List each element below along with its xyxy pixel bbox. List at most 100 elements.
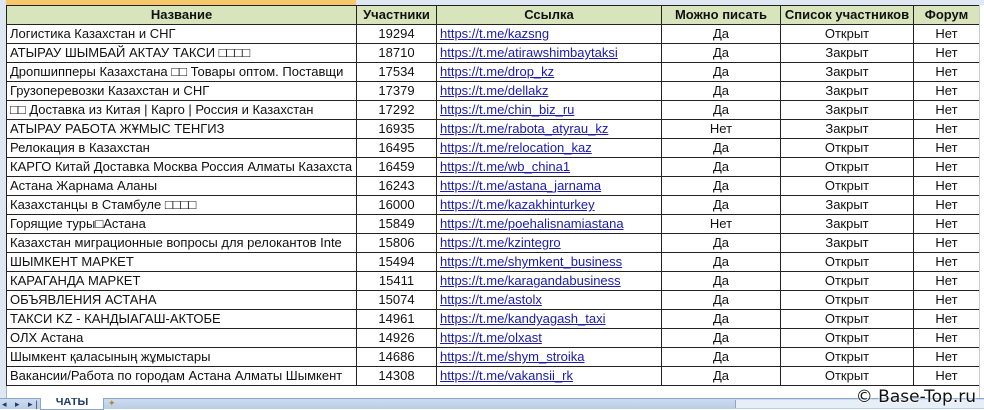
cell-name[interactable]: ШЫМКЕНТ МАРКЕТ [6, 252, 357, 272]
cell-link[interactable]: https://t.me/kazsng [436, 24, 662, 44]
cell-member-list[interactable]: Открыт [780, 271, 914, 291]
link-cell-link[interactable]: https://t.me/shym_stroika [440, 349, 585, 364]
cell-name[interactable]: Шымкент қаласының жұмыстары [6, 347, 357, 367]
cell-can-write[interactable]: Да [661, 157, 781, 177]
link-cell-link[interactable]: https://t.me/kzintegro [440, 235, 561, 250]
cell-can-write[interactable]: Да [661, 100, 781, 120]
cell-member-list[interactable]: Закрыт [780, 119, 914, 139]
cell-can-write[interactable]: Да [661, 81, 781, 101]
cell-name[interactable]: КАРГО Китай Доставка Москва Россия Алмат… [6, 157, 357, 177]
cell-link[interactable]: https://t.me/kzintegro [436, 233, 662, 253]
cell-members[interactable]: 14961 [356, 309, 437, 329]
cell-member-list[interactable]: Закрыт [780, 100, 914, 120]
link-cell-link[interactable]: https://t.me/poehalisnamiastana [440, 216, 624, 231]
cell-can-write[interactable]: Да [661, 252, 781, 272]
link-cell-link[interactable]: https://t.me/chin_biz_ru [440, 102, 575, 117]
cell-can-write[interactable]: Да [661, 176, 781, 196]
cell-member-list[interactable]: Открыт [780, 176, 914, 196]
cell-member-list[interactable]: Открыт [780, 347, 914, 367]
link-cell-link[interactable]: https://t.me/relocation_kaz [440, 140, 592, 155]
cell-link[interactable]: https://t.me/karagandabusiness [436, 271, 662, 291]
cell-name[interactable]: Казахстанцы в Стамбуле □□□□ [6, 195, 357, 215]
cell-member-list[interactable]: Закрыт [780, 195, 914, 215]
cell-can-write[interactable]: Да [661, 62, 781, 82]
link-cell-link[interactable]: https://t.me/drop_kz [440, 64, 555, 79]
link-cell-link[interactable]: https://t.me/shymkent_business [440, 254, 623, 269]
link-cell-link[interactable]: https://t.me/kandyagash_taxi [440, 311, 606, 326]
link-cell-link[interactable]: https://t.me/olxast [440, 330, 542, 345]
horizontal-scrollbar[interactable] [735, 400, 984, 408]
cell-forum[interactable]: Нет [913, 366, 980, 386]
cell-can-write[interactable]: Да [661, 271, 781, 291]
cell-can-write[interactable]: Да [661, 290, 781, 310]
cell-member-list[interactable]: Закрыт [780, 81, 914, 101]
cell-members[interactable]: 14926 [356, 328, 437, 348]
cell-forum[interactable]: Нет [913, 271, 980, 291]
cell-forum[interactable]: Нет [913, 252, 980, 272]
cell-link[interactable]: https://t.me/olxast [436, 328, 662, 348]
cell-members[interactable]: 17534 [356, 62, 437, 82]
cell-forum[interactable]: Нет [913, 214, 980, 234]
cell-member-list[interactable]: Открыт [780, 157, 914, 177]
cell-can-write[interactable]: Да [661, 328, 781, 348]
link-cell-link[interactable]: https://t.me/kazsng [440, 26, 550, 41]
cell-members[interactable]: 18710 [356, 43, 437, 63]
cell-members[interactable]: 15411 [356, 271, 437, 291]
cell-can-write[interactable]: Да [661, 347, 781, 367]
cell-members[interactable]: 16243 [356, 176, 437, 196]
link-cell-link[interactable]: https://t.me/rabota_atyrau_kz [440, 121, 609, 136]
cell-can-write[interactable]: Да [661, 43, 781, 63]
cell-link[interactable]: https://t.me/poehalisnamiastana [436, 214, 662, 234]
cell-forum[interactable]: Нет [913, 119, 980, 139]
selected-column-a[interactable] [6, 0, 356, 5]
cell-can-write[interactable]: Да [661, 138, 781, 158]
cell-name[interactable]: ТАКСИ KZ - КАНДЫАГАШ-АКТОБЕ [6, 309, 357, 329]
cell-can-write[interactable]: Нет [661, 214, 781, 234]
cell-link[interactable]: https://t.me/relocation_kaz [436, 138, 662, 158]
link-cell-link[interactable]: https://t.me/atirawshimbaytaksi [440, 45, 618, 60]
link-cell-link[interactable]: https://t.me/wb_china1 [440, 159, 571, 174]
cell-link[interactable]: https://t.me/wb_china1 [436, 157, 662, 177]
cell-member-list[interactable]: Закрыт [780, 43, 914, 63]
cell-members[interactable]: 16000 [356, 195, 437, 215]
cell-members[interactable]: 15849 [356, 214, 437, 234]
cell-can-write[interactable]: Да [661, 309, 781, 329]
cell-link[interactable]: https://t.me/astolx [436, 290, 662, 310]
cell-member-list[interactable]: Открыт [780, 252, 914, 272]
cell-link[interactable]: https://t.me/kazakhinturkey [436, 195, 662, 215]
cell-members[interactable]: 16495 [356, 138, 437, 158]
cell-member-list[interactable]: Закрыт [780, 233, 914, 253]
cell-name[interactable]: КАРАГАНДА МАРКЕТ [6, 271, 357, 291]
cell-link[interactable]: https://t.me/kandyagash_taxi [436, 309, 662, 329]
cell-link[interactable]: https://t.me/dellakz [436, 81, 662, 101]
cell-forum[interactable]: Нет [913, 43, 980, 63]
cell-forum[interactable]: Нет [913, 233, 980, 253]
cell-link[interactable]: https://t.me/vakansii_rk [436, 366, 662, 386]
header-can-write[interactable]: Можно писать [661, 5, 781, 25]
cell-link[interactable]: https://t.me/shymkent_business [436, 252, 662, 272]
cell-link[interactable]: https://t.me/astana_jarnama [436, 176, 662, 196]
cell-members[interactable]: 16459 [356, 157, 437, 177]
cell-members[interactable]: 14686 [356, 347, 437, 367]
cell-forum[interactable]: Нет [913, 138, 980, 158]
header-member-list[interactable]: Список участников [780, 5, 914, 25]
cell-link[interactable]: https://t.me/shym_stroika [436, 347, 662, 367]
cell-forum[interactable]: Нет [913, 328, 980, 348]
header-members[interactable]: Участники [356, 5, 437, 25]
column-g[interactable] [979, 5, 984, 398]
new-sheet-icon[interactable]: ✦ [108, 398, 116, 408]
cell-name[interactable]: Казахстан миграционные вопросы для релок… [6, 233, 357, 253]
cell-name[interactable]: Астана Жарнама Аланы [6, 176, 357, 196]
cell-members[interactable]: 15806 [356, 233, 437, 253]
header-forum[interactable]: Форум [913, 5, 980, 25]
cell-members[interactable]: 16935 [356, 119, 437, 139]
cell-forum[interactable]: Нет [913, 81, 980, 101]
sheet-nav-arrows-icon[interactable]: ◂ ▸ ▸| [2, 399, 41, 409]
link-cell-link[interactable]: https://t.me/vakansii_rk [440, 368, 573, 383]
cell-forum[interactable]: Нет [913, 195, 980, 215]
cell-name[interactable]: ОБЪЯВЛЕНИЯ АСТАНА [6, 290, 357, 310]
cell-members[interactable]: 14308 [356, 366, 437, 386]
cell-members[interactable]: 17379 [356, 81, 437, 101]
cell-member-list[interactable]: Открыт [780, 309, 914, 329]
link-cell-link[interactable]: https://t.me/karagandabusiness [440, 273, 621, 288]
